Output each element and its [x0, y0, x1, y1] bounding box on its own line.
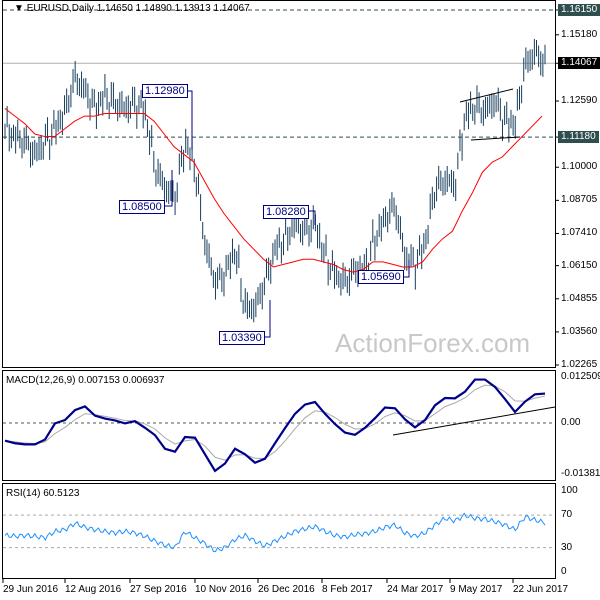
date-label: 27 Sep 2016	[130, 584, 187, 595]
date-label: 9 May 2017	[450, 584, 503, 595]
annotation-high-2: 1.08280	[263, 205, 309, 219]
rsi-tick-label: 100	[561, 484, 578, 496]
rsi-panel-frame	[2, 483, 556, 579]
date-label: 24 Mar 2017	[387, 584, 444, 595]
close-value: 1.14067	[213, 3, 250, 14]
price-tick-label: 1.03560	[561, 325, 598, 337]
price-tick-label: 1.15180	[561, 28, 598, 40]
macd-tick-label: -0.013813	[561, 467, 600, 479]
macd-trend-line	[392, 406, 556, 436]
rsi-tick-label: 0	[561, 566, 567, 577]
symbol-label: EURUSD,Daily	[26, 3, 94, 14]
chart-header: ▼ EURUSD,Daily 1.14650 1.14890 1.13913 1…	[14, 3, 250, 14]
macd-line	[4, 378, 546, 473]
date-label: 26 Dec 2016	[258, 584, 315, 595]
price-tick-label: 1.02265	[561, 359, 598, 370]
price-tick-label: 1.10000	[561, 161, 598, 173]
annotation-connector	[162, 170, 173, 207]
date-label: 12 Aug 2016	[65, 584, 122, 595]
rsi-tick-label: 30	[561, 541, 573, 553]
channel-lower-line	[470, 136, 521, 141]
high-value: 1.14890	[135, 3, 172, 14]
watermark: ActionForex.com	[335, 328, 531, 358]
date-label: 22 Jun 2017	[513, 584, 569, 595]
macd-tick-label: 0.00	[561, 417, 581, 428]
level-tag: 1.11180	[558, 131, 599, 144]
annotation-high-1: 1.12980	[142, 84, 188, 98]
annotation-connector	[182, 90, 193, 150]
date-label: 8 Feb 2017	[322, 584, 373, 595]
price-tick-label: 1.06150	[561, 259, 598, 271]
price-tick-label: 1.12590	[561, 95, 598, 107]
dropdown-triangle-icon[interactable]: ▼	[14, 3, 24, 14]
annotation-low-3: 1.05690	[358, 270, 404, 284]
rsi-title: RSI(14) 60.5123	[6, 488, 80, 499]
open-value: 1.14650	[96, 3, 133, 14]
rsi-tick-label: 70	[561, 509, 573, 521]
macd-title: MACD(12,26,9) 0.007153 0.006937	[6, 375, 165, 386]
current-price-tag: 1.14067	[558, 57, 600, 70]
date-label: 29 Jun 2016	[3, 584, 59, 595]
date-label: 10 Nov 2016	[195, 584, 252, 595]
rsi-line	[4, 512, 546, 553]
price-panel-frame	[2, 0, 556, 368]
price-tick-label: 1.08705	[561, 194, 598, 206]
macd-tick-label: 0.012509	[561, 370, 600, 382]
price-tick-label: 1.07410	[561, 227, 598, 239]
macd-panel-frame	[2, 370, 556, 481]
low-value: 1.13913	[174, 3, 211, 14]
channel-upper-line	[459, 88, 514, 103]
price-tick-label: 1.04855	[561, 292, 598, 304]
moving-average-line	[4, 108, 543, 273]
annotation-low-2: 1.03390	[219, 331, 265, 345]
annotation-low-1: 1.08500	[119, 200, 165, 214]
level-tag: 1.16150	[558, 4, 600, 16]
